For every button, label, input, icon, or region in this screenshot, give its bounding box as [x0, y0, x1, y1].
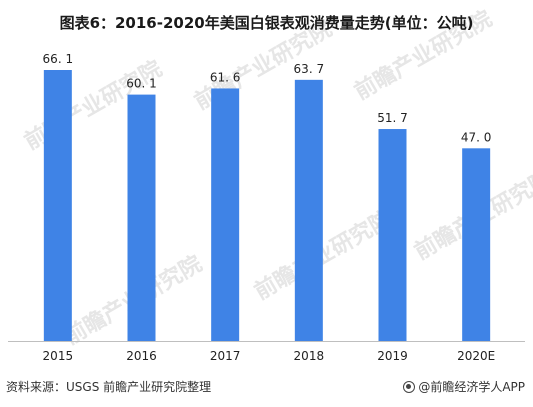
value-label-2018: 63. 7 [294, 62, 325, 76]
x-tick-2015: 2015 [43, 349, 74, 363]
value-label-2017: 61. 6 [210, 70, 241, 84]
x-tick-2017: 2017 [210, 349, 241, 363]
chart-title: 图表6：2016-2020年美国白银表观消费量走势(单位：公吨) [59, 14, 474, 32]
x-tick-2020E: 2020E [457, 349, 495, 363]
brand-credit: @前瞻经济学人APP [403, 378, 525, 395]
brand-logo-icon [403, 380, 416, 393]
value-labels: 66. 1 60. 1 61. 6 63. 7 51. 7 47. 0 [43, 52, 492, 144]
bar-2018 [294, 79, 323, 342]
bar-2015 [43, 70, 72, 341]
x-tick-2018: 2018 [294, 349, 325, 363]
x-tick-2019: 2019 [377, 349, 408, 363]
source-note: 资料来源：USGS 前瞻产业研究院整理 [6, 380, 212, 394]
watermark-text: 前瞻产业研究院 [250, 206, 396, 306]
x-tick-2016: 2016 [126, 349, 157, 363]
value-label-2015: 66. 1 [43, 52, 74, 66]
value-label-2020E: 47. 0 [461, 130, 492, 144]
bar-2020E [462, 148, 491, 341]
bar-2016 [127, 94, 156, 341]
bar-2017 [211, 88, 240, 342]
watermark-layer: 前瞻产业研究院前瞻产业研究院前瞻产业研究院前瞻产业研究院前瞻产业研究院前瞻产业研… [20, 6, 533, 351]
x-tick-labels: 2015 2016 2017 2018 2019 2020E [43, 349, 496, 363]
bars-group [43, 70, 491, 342]
value-label-2019: 51. 7 [377, 111, 408, 125]
value-label-2016: 60. 1 [126, 77, 157, 91]
bar-2019 [378, 129, 407, 341]
brand-text: @前瞻经济学人APP [418, 380, 525, 394]
